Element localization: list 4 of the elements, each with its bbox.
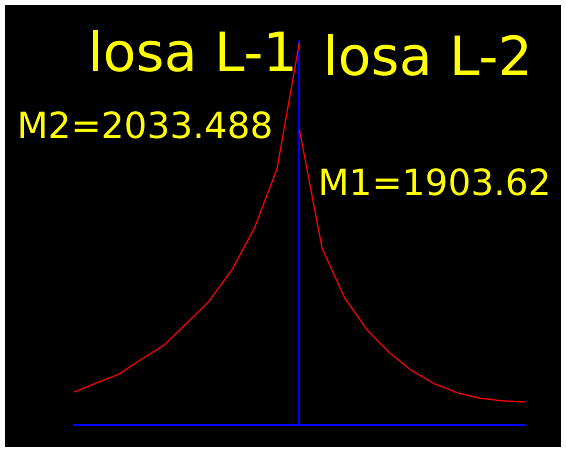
annotation: M1=1903.62 xyxy=(318,163,551,204)
annotation: M2=2033.488 xyxy=(17,106,273,147)
annotation: losa L-2 xyxy=(323,25,532,88)
annotation: losa L-1 xyxy=(88,21,298,84)
